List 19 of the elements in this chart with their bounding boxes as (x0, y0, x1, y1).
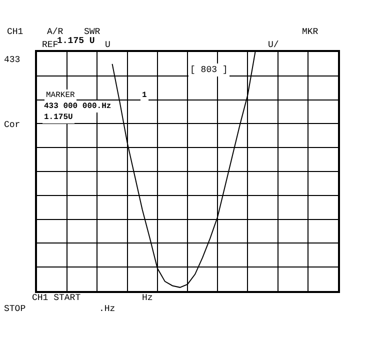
text: REF (42, 40, 58, 50)
text: .Hz (99, 304, 116, 314)
text: A/R (47, 27, 64, 37)
text: CH1 (7, 27, 24, 37)
annotation: MARKER (46, 91, 76, 100)
text: 433 (4, 55, 20, 65)
text: STOP (4, 304, 26, 314)
annotation: 433 000 000.Hz (44, 102, 112, 111)
text: SWR (84, 27, 101, 37)
annotation: 1 (142, 91, 147, 100)
text: U (105, 40, 110, 50)
annotation: 1.175U (44, 113, 74, 122)
text: 1.175 U (57, 36, 95, 46)
text: Hz (142, 293, 153, 303)
text: U/ (268, 40, 279, 50)
text: MKR (302, 27, 319, 37)
annotation: [ 803 ] (190, 65, 228, 75)
text: CH1 START (32, 293, 82, 303)
text: Cor (4, 120, 20, 130)
